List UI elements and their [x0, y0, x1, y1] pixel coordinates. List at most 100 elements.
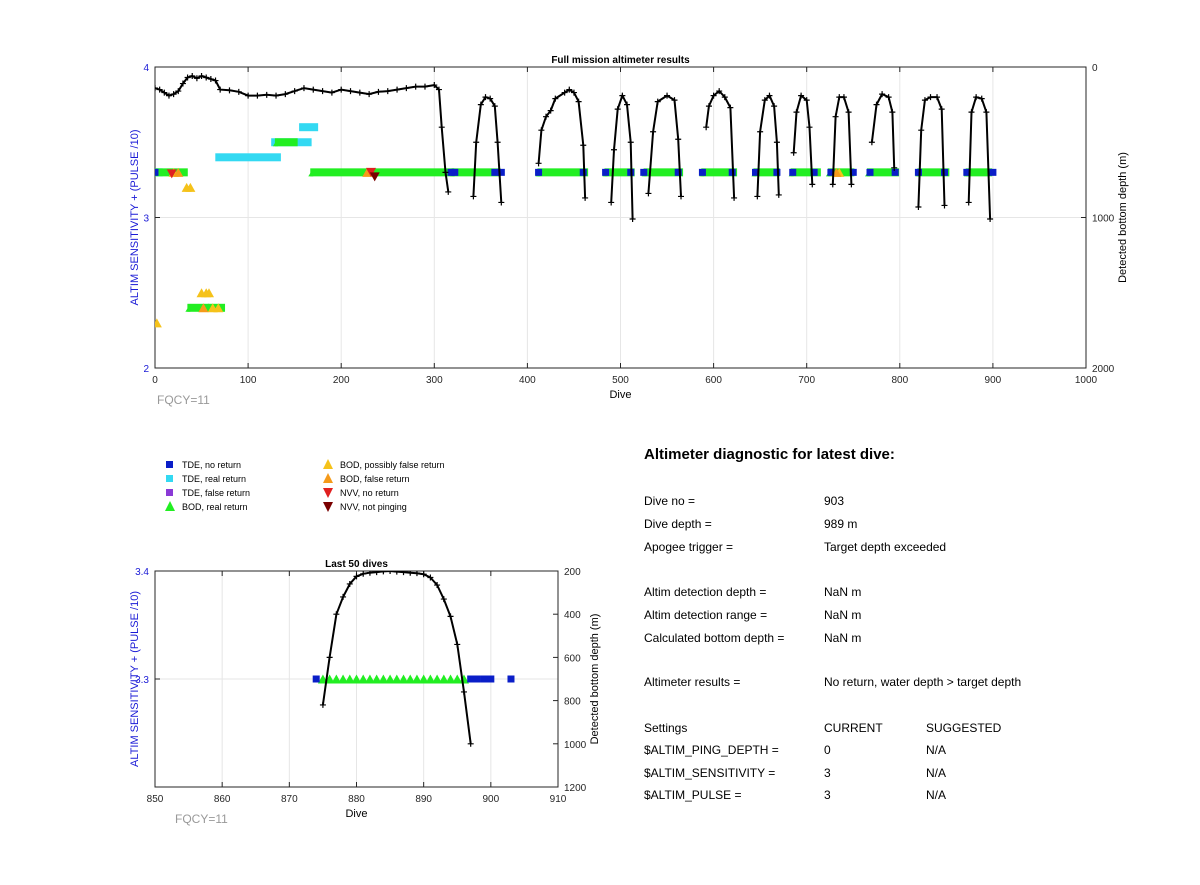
y2-axis-label: Detected bottom depth (m)	[589, 614, 601, 745]
setting-suggested: N/A	[926, 766, 947, 780]
setting-name: $ALTIM_SENSITIVITY =	[644, 766, 776, 780]
nvv-no-return-mark	[166, 169, 177, 179]
settings-header-current: CURRENT	[824, 721, 883, 735]
bottom-depth-point	[319, 701, 326, 708]
y2-axis-label: Detected bottom depth (m)	[1117, 152, 1129, 283]
bottom-depth-point	[310, 86, 317, 93]
diag-key: Apogee trigger =	[644, 540, 734, 554]
bottom-depth-point	[771, 103, 778, 110]
bod-real-return-mark	[425, 674, 436, 684]
bottom-depth-point	[434, 582, 441, 589]
bottom-depth-point	[454, 641, 461, 648]
tde-no-return-mark	[827, 168, 835, 176]
chart-title: Full mission altimeter results	[551, 55, 690, 66]
bottom-depth-point	[217, 86, 224, 93]
setting-current: 3	[824, 788, 831, 802]
diag-value: NaN m	[824, 585, 862, 599]
bod-real-return-mark	[187, 303, 210, 312]
bottom-depth-point	[987, 216, 994, 223]
bod-real-return-mark	[274, 138, 298, 147]
bottom-depth-point	[710, 92, 717, 99]
tde-no-return-mark	[507, 675, 515, 683]
bottom-depth-point	[790, 149, 797, 156]
tde-no-return-mark	[602, 168, 610, 176]
legend-label: NVV, not pinging	[340, 501, 407, 512]
bottom-depth-point	[610, 146, 617, 153]
bottom-depth-point	[384, 88, 391, 95]
bottom-depth-point	[582, 194, 589, 201]
tde-no-return-mark	[751, 168, 759, 176]
bottom-depth-point	[809, 181, 816, 188]
bottom-depth-point	[535, 160, 542, 167]
bod-possibly-false-mark	[203, 288, 214, 298]
bottom-depth-point	[203, 74, 210, 81]
bod-real-return-mark	[385, 674, 396, 684]
bottom-depth-point	[442, 169, 449, 176]
legend-item-nvv-no-return: NVV, no return	[318, 486, 399, 499]
tde-no-return-mark	[467, 675, 475, 683]
bottom-depth-point	[845, 109, 852, 116]
bottom-depth-point	[806, 124, 813, 131]
legend-symbol-triangle	[318, 472, 340, 485]
bod-false-mark	[173, 167, 184, 177]
bottom-depth-line	[610, 93, 634, 220]
tde-no-return-mark	[849, 168, 857, 176]
x-tick-label: 850	[147, 794, 164, 805]
tde-no-return-mark	[674, 168, 682, 176]
bottom-depth-point	[198, 73, 205, 80]
bottom-depth-point	[848, 181, 855, 188]
setting-name: $ALTIM_PING_DEPTH =	[644, 743, 779, 757]
bod-real-return-mark	[331, 674, 342, 684]
legend-item-bod-possibly-false: BOD, possibly false return	[318, 458, 445, 471]
x-tick-label: 100	[240, 375, 257, 386]
bottom-depth-point	[757, 128, 764, 135]
bottom-depth-point	[179, 80, 186, 87]
bottom-depth-point	[170, 91, 177, 98]
bottom-depth-point	[431, 82, 438, 89]
y-axis-label: ALTIM SENSITIVITY + (PULSE /10)	[129, 591, 141, 767]
x-tick-label: 910	[550, 794, 567, 805]
bottom-depth-point	[973, 94, 980, 101]
y2-tick-label: 200	[564, 567, 581, 578]
bottom-depth-point	[189, 73, 196, 80]
bottom-depth-point	[703, 124, 710, 131]
legend-label: BOD, real return	[182, 501, 248, 512]
legend: TDE, no return TDE, real return TDE, fal…	[160, 458, 520, 518]
bod-real-return-mark	[604, 168, 635, 177]
bottom-depth-point	[412, 83, 419, 90]
bottom-depth-point	[291, 88, 298, 95]
bottom-depth-point	[868, 139, 875, 146]
x-axis-label: Dive	[345, 808, 367, 820]
bod-real-return-mark	[458, 674, 469, 684]
bottom-depth-point	[552, 95, 559, 102]
tde-real-return-mark	[299, 123, 319, 132]
bod-real-return-mark	[438, 674, 449, 684]
x-tick-label: 1000	[1075, 375, 1098, 386]
bottom-depth-line	[967, 95, 992, 220]
bod-real-return-mark	[364, 674, 375, 684]
diag-key: Dive no =	[644, 494, 696, 508]
bottom-depth-point	[915, 203, 922, 210]
y-tick-label: 2	[143, 364, 149, 375]
bottom-depth-point	[300, 85, 307, 92]
x-tick-label: 700	[798, 375, 815, 386]
bottom-depth-point	[165, 92, 172, 99]
diag-value: NaN m	[824, 608, 862, 622]
x-tick-label: 890	[415, 794, 432, 805]
x-tick-label: 880	[348, 794, 365, 805]
bod-real-return-mark	[150, 168, 155, 176]
x-tick-label: 0	[152, 375, 158, 386]
bottom-depth-point	[373, 571, 380, 576]
bottom-depth-point	[403, 85, 410, 92]
bottom-depth-point	[614, 106, 621, 113]
bottom-depth-point	[561, 89, 568, 96]
bottom-depth-line	[472, 95, 503, 203]
bottom-depth-point	[727, 104, 734, 111]
nvv-not-pinging-mark	[369, 172, 380, 182]
bottom-depth-point	[263, 91, 270, 98]
bottom-depth-point	[832, 113, 839, 120]
y-tick-label: 3.4	[135, 567, 149, 578]
tde-no-return-mark	[480, 675, 488, 683]
bod-real-return-mark	[790, 168, 821, 177]
legend-label: TDE, real return	[182, 473, 247, 484]
